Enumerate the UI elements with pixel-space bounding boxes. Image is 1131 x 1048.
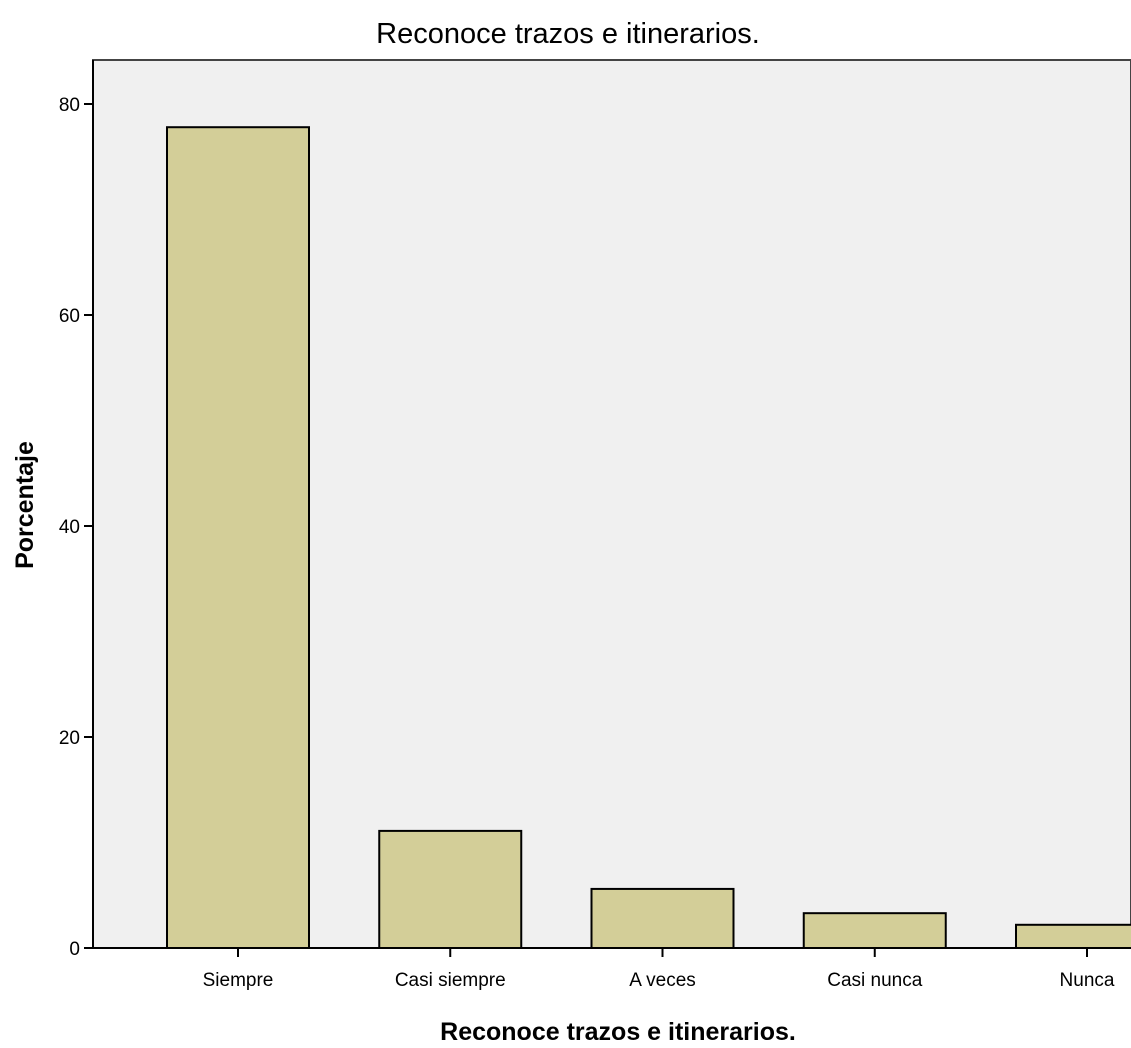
y-tick-label: 80 [59,95,80,116]
chart-title: Reconoce trazos e itinerarios. [376,18,760,50]
x-tick-label: A veces [629,970,696,991]
bar-a-veces [590,887,735,949]
y-tick-label: 60 [59,306,80,327]
x-tick-label: Casi siempre [395,970,506,991]
x-axis-title: Reconoce trazos e itinerarios. [440,1018,796,1043]
bar-siempre [166,126,310,949]
x-axis: Siempre Casi siempre A veces Casi nunca Nunc… [93,947,1131,991]
y-tick-label: 20 [59,728,80,749]
y-axis-title: Porcentaje [11,441,39,569]
bar-nunca [1015,923,1131,949]
y-tick-label: 0 [69,939,80,960]
x-tick-label: Siempre [203,970,274,991]
y-axis: 0 20 40 60 80 [59,60,94,960]
x-tick-label: Nunca [1060,970,1115,991]
bar-casi-nunca [802,912,947,949]
bar-casi-siempre [378,829,523,950]
y-tick-label: 40 [59,517,80,538]
x-tick-label: Casi nunca [827,970,922,991]
